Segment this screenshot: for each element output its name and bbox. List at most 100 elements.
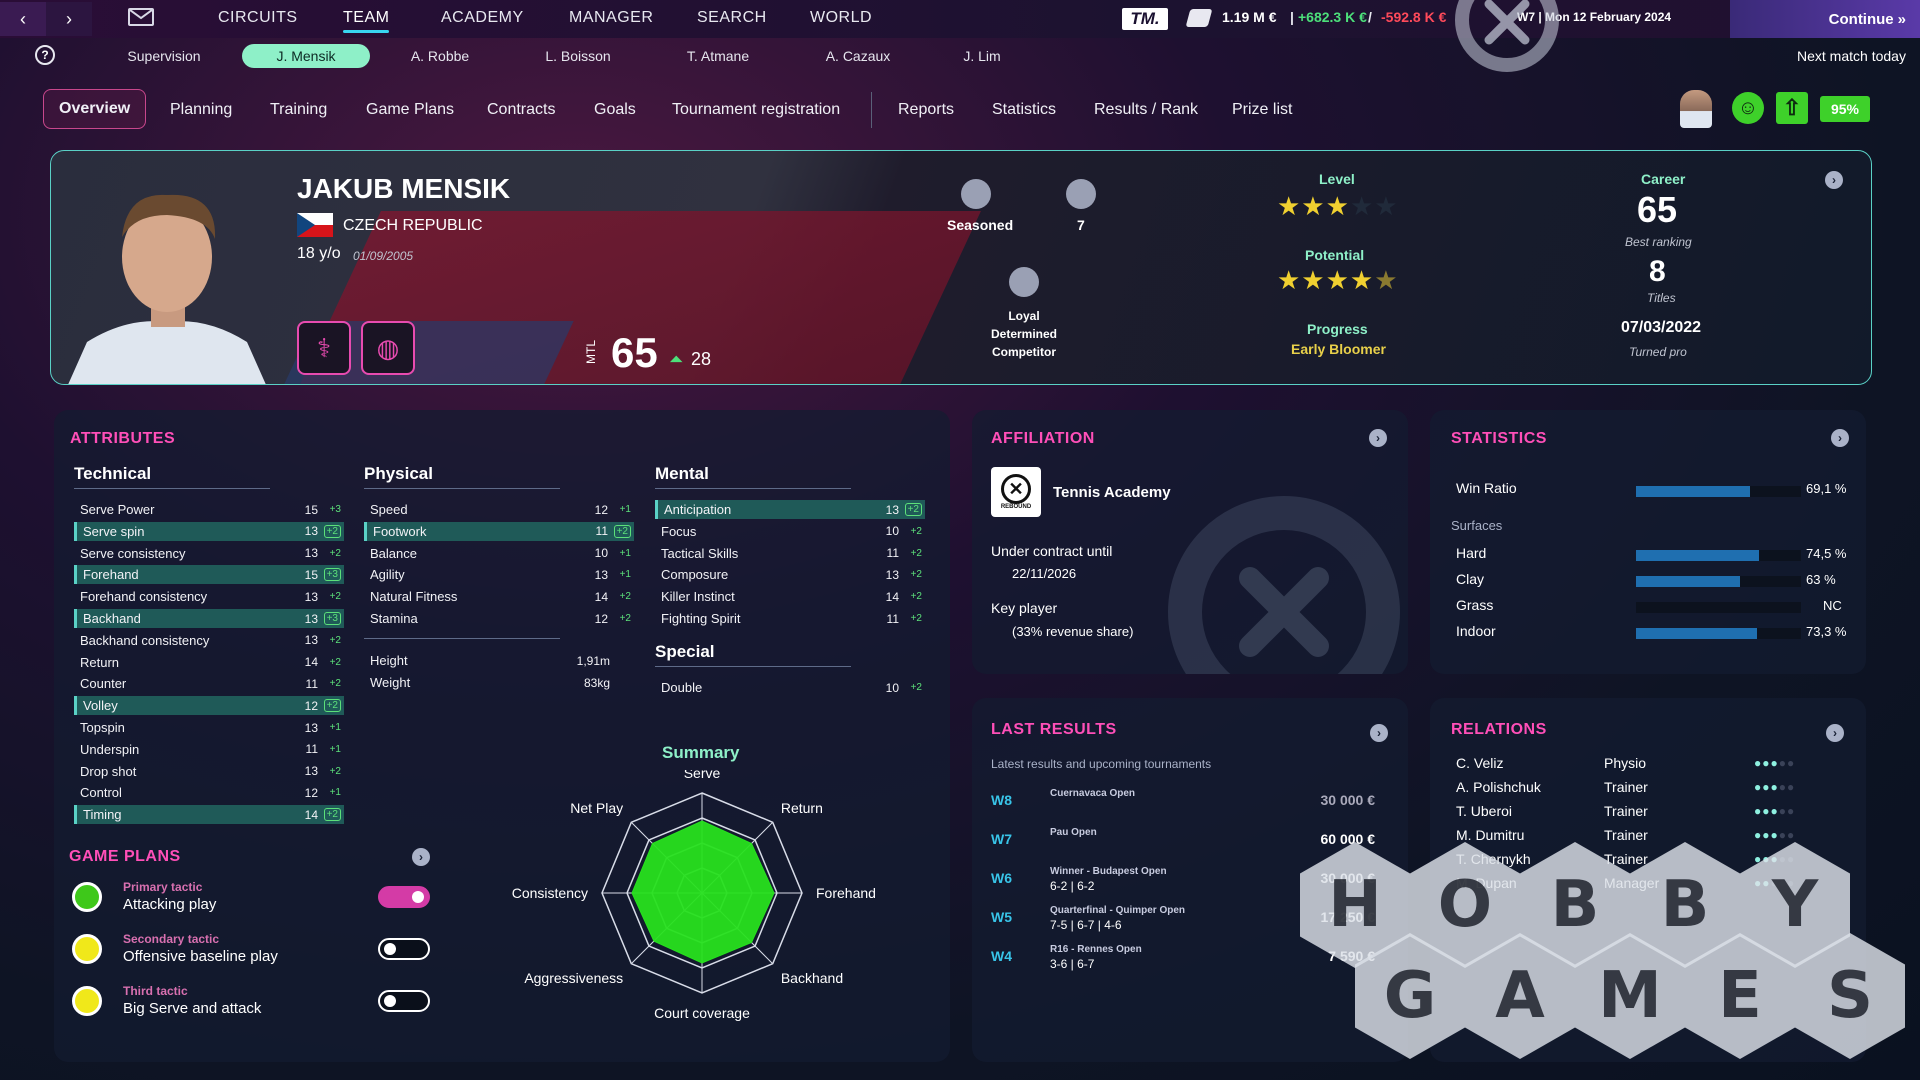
mail-icon[interactable]: [128, 8, 154, 26]
tactic-toggle[interactable]: [378, 990, 430, 1012]
tactic-toggle[interactable]: [378, 886, 430, 908]
back-button[interactable]: ‹: [0, 2, 46, 36]
tab-contracts[interactable]: Contracts: [487, 101, 556, 118]
attribute-row[interactable]: Topspin 13 +1: [74, 718, 344, 737]
attribute-row[interactable]: Focus 10 +2: [655, 522, 925, 541]
relation-name[interactable]: C. Veliz: [1456, 755, 1504, 771]
attribute-row[interactable]: Drop shot 13 +2: [74, 762, 344, 781]
tab-planning[interactable]: Planning: [170, 101, 233, 118]
surface-bar: [1636, 550, 1801, 561]
special-title: Special: [655, 642, 715, 661]
relation-name[interactable]: A. Polishchuk: [1456, 779, 1541, 795]
player-name: JAKUB MENSIK: [297, 173, 511, 204]
result-tournament[interactable]: Pau Open: [1050, 827, 1097, 838]
tactic-kind: Third tactic: [123, 984, 188, 998]
tab-results-rank[interactable]: Results / Rank: [1094, 101, 1199, 118]
attribute-row[interactable]: Speed 12 +1: [364, 500, 634, 519]
attribute-name: Agility: [370, 567, 405, 583]
nav-world[interactable]: WORLD: [810, 9, 873, 26]
win-ratio-bar: [1636, 486, 1801, 497]
attribute-row[interactable]: Stamina 12 +2: [364, 609, 634, 628]
statistics-details-button[interactable]: ›: [1831, 429, 1849, 447]
attribute-row[interactable]: Volley 12 +2: [74, 696, 344, 716]
last-results-details-button[interactable]: ›: [1370, 724, 1388, 742]
nav-search[interactable]: SEARCH: [697, 9, 767, 26]
happy-face-icon[interactable]: ☺: [1732, 92, 1764, 124]
tab-game-plans[interactable]: Game Plans: [366, 101, 455, 118]
tab-overview[interactable]: Overview: [43, 89, 147, 129]
relation-name[interactable]: T. Uberoi: [1456, 803, 1513, 819]
nav-circuits[interactable]: CIRCUITS: [218, 9, 298, 26]
result-tournament[interactable]: R16 - Rennes Open: [1050, 944, 1142, 955]
player-tab-cazaux[interactable]: A. Cazaux: [825, 48, 891, 64]
radar-axis-label: Aggressiveness: [524, 970, 623, 986]
nav-manager[interactable]: MANAGER: [569, 9, 654, 26]
relation-name[interactable]: M. Dumitru: [1456, 827, 1525, 843]
attribute-name: Drop shot: [80, 763, 137, 779]
attribute-row[interactable]: Anticipation 13 +2: [655, 500, 925, 519]
tennis-racket-icon[interactable]: ◍: [361, 321, 415, 375]
career-details-button[interactable]: ›: [1825, 171, 1843, 189]
attribute-row[interactable]: Control 12 +1: [74, 783, 344, 802]
attribute-row[interactable]: Backhand 13 +3: [74, 609, 344, 628]
attribute-row[interactable]: Serve Power 15 +3: [74, 500, 344, 519]
player-avatar-small[interactable]: [1680, 90, 1712, 128]
player-tab-boisson[interactable]: L. Boisson: [545, 48, 611, 64]
nav-team[interactable]: TEAM: [343, 9, 390, 33]
academy-name[interactable]: Tennis Academy: [1053, 484, 1171, 501]
radar-axis-label: Forehand: [816, 885, 876, 901]
tab-reports[interactable]: Reports: [898, 101, 955, 118]
result-tournament[interactable]: Cuernavaca Open: [1050, 788, 1136, 799]
potential-label: Potential: [1305, 247, 1365, 263]
attribute-row[interactable]: Forehand consistency 13 +2: [74, 587, 344, 606]
affiliation-panel: [972, 410, 1408, 674]
tab-statistics[interactable]: Statistics: [992, 101, 1057, 118]
attribute-row[interactable]: Footwork 11 +2: [364, 521, 634, 541]
help-icon[interactable]: ?: [35, 45, 55, 65]
arrow-up-icon[interactable]: ⇧: [1776, 92, 1808, 124]
relation-level-icons: ●●●●●: [1754, 780, 1795, 794]
forward-button[interactable]: ›: [46, 2, 92, 36]
tab-goals[interactable]: Goals: [594, 101, 636, 118]
academy-x-icon: ✕: [1001, 474, 1031, 504]
tournament-count-icon: [1066, 179, 1096, 209]
continue-button[interactable]: Continue»: [1730, 0, 1920, 38]
relations-details-button[interactable]: ›: [1826, 724, 1844, 742]
attribute-row[interactable]: Counter 11 +2: [74, 674, 344, 693]
tab-prize-list[interactable]: Prize list: [1232, 101, 1293, 118]
attribute-row[interactable]: Return 14 +2: [74, 653, 344, 672]
attribute-increase: +2: [613, 524, 631, 538]
player-tab-lim[interactable]: J. Lim: [963, 48, 1001, 64]
attribute-increase: +2: [910, 569, 922, 581]
game-plans-details-button[interactable]: ›: [412, 848, 430, 866]
tab-tournament-registration[interactable]: Tournament registration: [672, 101, 841, 118]
player-tab-atmane[interactable]: T. Atmane: [686, 48, 750, 64]
attribute-row[interactable]: Killer Instinct 14 +2: [655, 587, 925, 606]
attribute-row[interactable]: Composure 13 +2: [655, 565, 925, 584]
attribute-row[interactable]: Timing 14 +2: [74, 805, 344, 825]
attribute-row[interactable]: Fighting Spirit 11 +2: [655, 609, 925, 628]
speech-bubble-icon: ●: [1787, 780, 1796, 794]
speech-bubble-icon: ●: [1754, 804, 1763, 818]
attribute-row[interactable]: Underspin 11 +1: [74, 740, 344, 759]
attribute-row[interactable]: Balance 10 +1: [364, 544, 634, 563]
attribute-row[interactable]: Forehand 15 +3: [74, 565, 344, 585]
player-tab-robbe[interactable]: A. Robbe: [410, 48, 470, 64]
double-chevron-up-icon: ⏶: [669, 349, 684, 369]
player-tab-supervision[interactable]: Supervision: [127, 48, 201, 64]
nav-academy[interactable]: ACADEMY: [441, 9, 524, 26]
attribute-row[interactable]: Tactical Skills 11 +2: [655, 544, 925, 563]
result-tournament[interactable]: Quarterfinal - Quimper Open: [1050, 905, 1186, 916]
tactic-toggle[interactable]: [378, 938, 430, 960]
attribute-row[interactable]: Serve spin 13 +2: [74, 521, 344, 541]
affiliation-details-button[interactable]: ›: [1369, 429, 1387, 447]
attribute-row[interactable]: Natural Fitness 14 +2: [364, 587, 634, 606]
racket-skill-icon[interactable]: ⚕: [297, 321, 351, 375]
attribute-row[interactable]: Serve consistency 13 +2: [74, 544, 344, 563]
player-tab-mensik[interactable]: J. Mensik: [242, 44, 370, 68]
tab-training[interactable]: Training: [270, 101, 328, 118]
result-tournament[interactable]: Winner - Budapest Open: [1050, 866, 1167, 877]
attribute-row[interactable]: Double 10 +2: [655, 678, 925, 697]
attribute-row[interactable]: Backhand consistency 13 +2: [74, 631, 344, 650]
attribute-row[interactable]: Agility 13 +1: [364, 565, 634, 584]
